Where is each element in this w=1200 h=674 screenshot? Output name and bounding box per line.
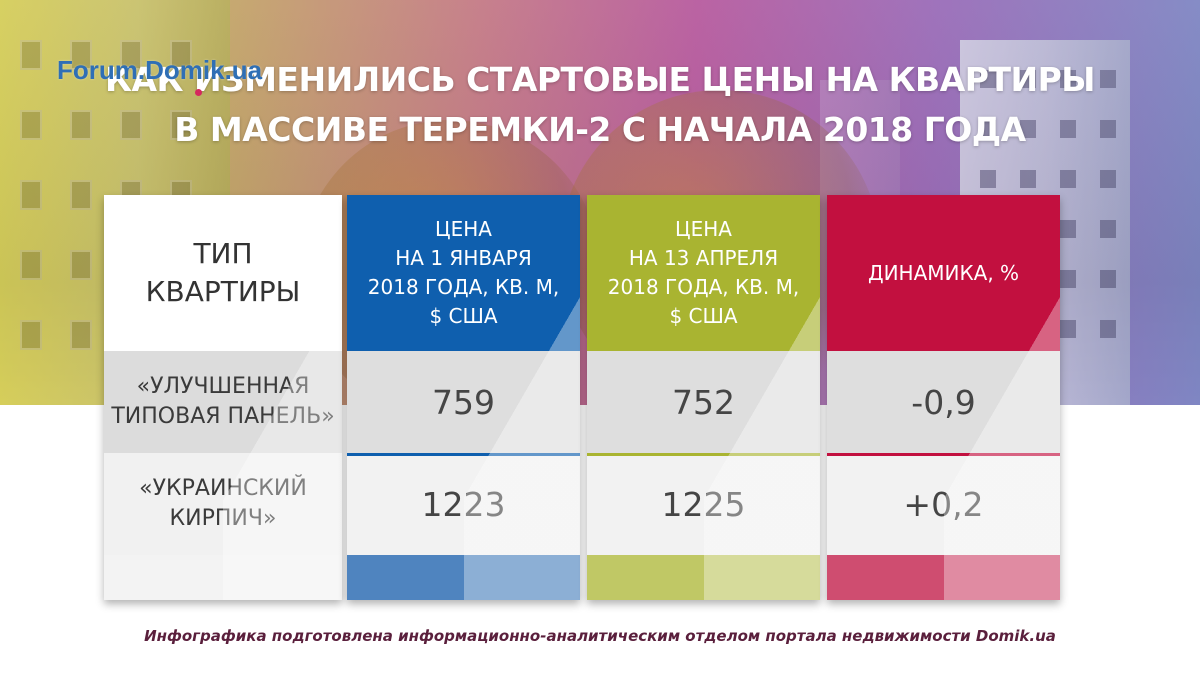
title-line-1: КАК ИЗМЕНИЛИСЬ СТАРТОВЫЕ ЦЕНЫ НА КВАРТИР… [105, 60, 1095, 99]
header-text: $ США [429, 304, 498, 328]
header-price-apr: ЦЕНА НА 13 АПРЕЛЯ 2018 ГОДА, КВ. М, $ СШ… [587, 195, 820, 351]
row-divider [827, 453, 1060, 456]
header-price-jan: ЦЕНА НА 1 ЯНВАРЯ 2018 ГОДА, КВ. М, $ США [347, 195, 580, 351]
header-text: ЦЕНА [435, 217, 492, 241]
row-divider [347, 453, 580, 456]
column-footer [104, 555, 342, 600]
column-price-apr: ЦЕНА НА 13 АПРЕЛЯ 2018 ГОДА, КВ. М, $ СШ… [587, 195, 820, 600]
cell-price-apr-panel: 752 [587, 351, 820, 453]
header-text: ЦЕНА [675, 217, 732, 241]
column-dynamics: ДИНАМИКА, % -0,9 +0,2 [827, 195, 1060, 600]
row-label-text: КИРПИЧ» [169, 506, 277, 531]
cell-dynamics-panel: -0,9 [827, 351, 1060, 453]
header-text: 2018 ГОДА, КВ. М, [367, 275, 560, 299]
column-footer [347, 555, 580, 600]
header-text: ДИНАМИКА, % [867, 260, 1020, 285]
row-label-panel: «УЛУЧШЕННАЯ ТИПОВАЯ ПАНЕЛЬ» [104, 351, 342, 453]
header-dynamics: ДИНАМИКА, % [827, 195, 1060, 351]
cell-dynamics-brick: +0,2 [827, 453, 1060, 555]
title-line-2: В МАССИВЕ ТЕРЕМКИ-2 С НАЧАЛА 2018 ГОДА [174, 110, 1026, 149]
page-title: КАК ИЗМЕНИЛИСЬ СТАРТОВЫЕ ЦЕНЫ НА КВАРТИР… [60, 55, 1140, 155]
header-text: НА 1 ЯНВАРЯ [395, 246, 532, 270]
column-apartment-type: ТИП КВАРТИРЫ «УЛУЧШЕННАЯ ТИПОВАЯ ПАНЕЛЬ»… [104, 195, 342, 600]
column-footer [587, 555, 820, 600]
cell-price-apr-brick: 1225 [587, 453, 820, 555]
row-divider [587, 453, 820, 456]
row-label-text: «УКРАИНСКИЙ [139, 476, 307, 501]
header-text: НА 13 АПРЕЛЯ [628, 246, 779, 270]
header-apartment-type: ТИП КВАРТИРЫ [104, 195, 342, 351]
row-label-text: ТИПОВАЯ ПАНЕЛЬ» [111, 404, 335, 429]
column-footer [827, 555, 1060, 600]
column-price-jan: ЦЕНА НА 1 ЯНВАРЯ 2018 ГОДА, КВ. М, $ США… [347, 195, 580, 600]
row-label-brick: «УКРАИНСКИЙ КИРПИЧ» [104, 453, 342, 555]
header-text: ТИП [193, 237, 253, 270]
header-text: КВАРТИРЫ [145, 275, 301, 308]
logo-dot-icon [195, 89, 202, 96]
site-logo: Forum.Domik.ua [57, 55, 263, 85]
credit-text: Инфографика подготовлена информационно-а… [144, 627, 1056, 645]
header-text: $ США [669, 304, 738, 328]
row-label-text: «УЛУЧШЕННАЯ [136, 374, 310, 399]
cell-price-jan-brick: 1223 [347, 453, 580, 555]
cell-price-jan-panel: 759 [347, 351, 580, 453]
header-text: 2018 ГОДА, КВ. М, [607, 275, 800, 299]
